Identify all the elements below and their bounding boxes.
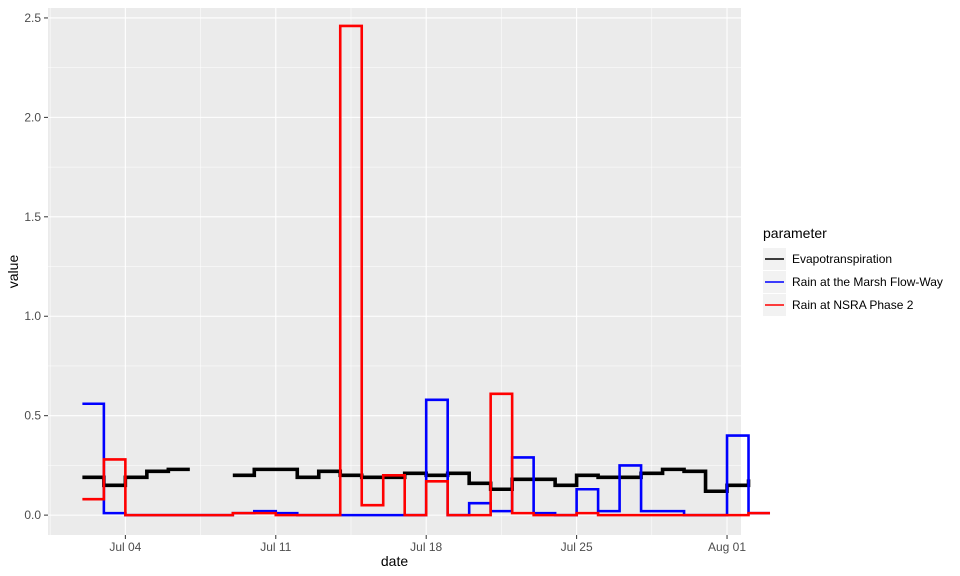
grid-minor [48,8,741,535]
x-tick-label: Jul 04 [109,540,141,554]
legend-label: Evapotranspiration [792,252,892,266]
y-tick-label: 2.0 [24,110,41,124]
x-tick-label: Jul 25 [561,540,593,554]
y-tick-label: 2.5 [24,11,41,25]
x-axis-title: date [381,553,408,569]
legend: parameter Evapotranspiration Rain at the … [763,225,943,316]
y-tick-label: 0.0 [24,508,41,522]
legend-label: Rain at NSRA Phase 2 [792,298,914,312]
y-axis: 0.0 0.5 1.0 1.5 2.0 2.5 [24,11,48,522]
y-axis-title: value [5,255,21,289]
series-rain-at-nsra-phase-2 [82,24,771,517]
series-layer [82,24,771,517]
x-tick-label: Jul 11 [260,540,291,554]
plot-panel [48,8,741,535]
legend-title: parameter [763,225,827,241]
legend-label: Rain at the Marsh Flow-Way [792,275,943,289]
x-axis: Jul 04 Jul 11 Jul 18 Jul 25 Aug 01 [109,535,746,554]
y-tick-label: 1.5 [24,210,41,224]
x-tick-label: Aug 01 [708,540,746,554]
y-tick-label: 0.5 [24,409,41,423]
y-tick-label: 1.0 [24,309,41,323]
x-tick-label: Jul 18 [410,540,442,554]
